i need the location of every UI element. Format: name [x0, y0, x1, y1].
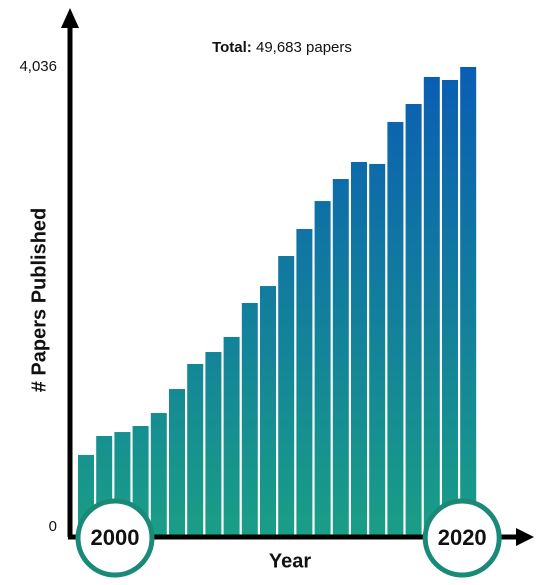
year-badge	[75, 498, 155, 578]
bar	[332, 179, 349, 536]
bar	[169, 389, 185, 535]
x-axis-arrow	[516, 528, 534, 546]
bar	[351, 161, 367, 535]
y-tick-label: 4,036	[19, 58, 57, 75]
y-axis-arrow	[61, 8, 79, 28]
bar	[296, 228, 313, 535]
bar	[460, 67, 477, 535]
title-label: Total:	[212, 39, 252, 56]
bar	[405, 103, 422, 536]
bar	[187, 363, 204, 535]
bar	[314, 201, 331, 535]
bar	[423, 76, 440, 535]
bar	[223, 336, 240, 535]
year-badge	[422, 498, 502, 578]
y-tick-label: 0	[49, 518, 57, 535]
bar	[150, 413, 167, 535]
x-tick-label: 2020	[438, 525, 487, 550]
chart-title: Total: 49,683 papers	[212, 39, 352, 56]
bar	[442, 79, 458, 535]
bar	[260, 286, 276, 535]
x-axis-label: Year	[269, 550, 311, 572]
bar	[387, 121, 404, 536]
title-text: 49,683 papers	[256, 39, 352, 56]
bar	[369, 163, 386, 535]
x-tick-label: 2000	[91, 525, 140, 550]
y-axis-label: # Papers Published	[28, 208, 50, 393]
bar	[241, 302, 258, 535]
bar	[205, 352, 222, 535]
bar	[278, 256, 295, 535]
